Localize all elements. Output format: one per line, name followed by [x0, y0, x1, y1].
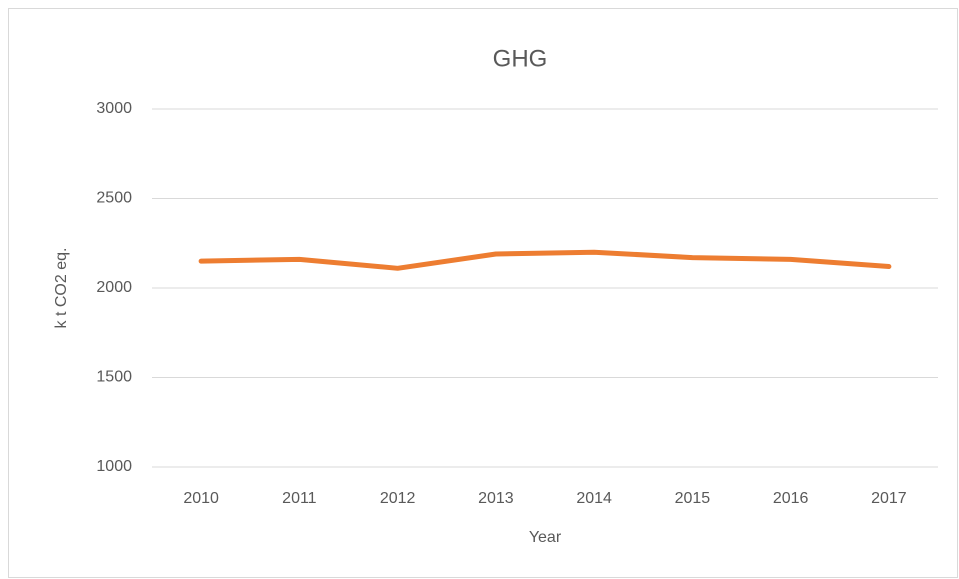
x-tick-label: 2011: [282, 490, 317, 507]
y-tick-label: 2500: [96, 190, 132, 207]
series-line: [198, 249, 892, 271]
x-tick-label: 2012: [380, 490, 416, 507]
y-tick-label: 3000: [96, 100, 132, 117]
y-tick-label: 1000: [96, 458, 132, 475]
y-axis-label: k t CO2 eq.: [53, 248, 70, 329]
y-tick-label: 1500: [96, 369, 132, 386]
x-tick-label: 2013: [478, 490, 514, 507]
x-tick-label: 2017: [871, 490, 907, 507]
x-tick-label: 2015: [675, 490, 711, 507]
x-tick-label: 2010: [183, 490, 219, 507]
x-axis-label: Year: [529, 529, 562, 546]
chart-frame: [8, 8, 958, 578]
y-tick-label: 2000: [96, 279, 132, 296]
chart-title: GHG: [493, 45, 548, 72]
x-tick-label: 2014: [576, 490, 612, 507]
x-tick-label: 2016: [773, 490, 809, 507]
